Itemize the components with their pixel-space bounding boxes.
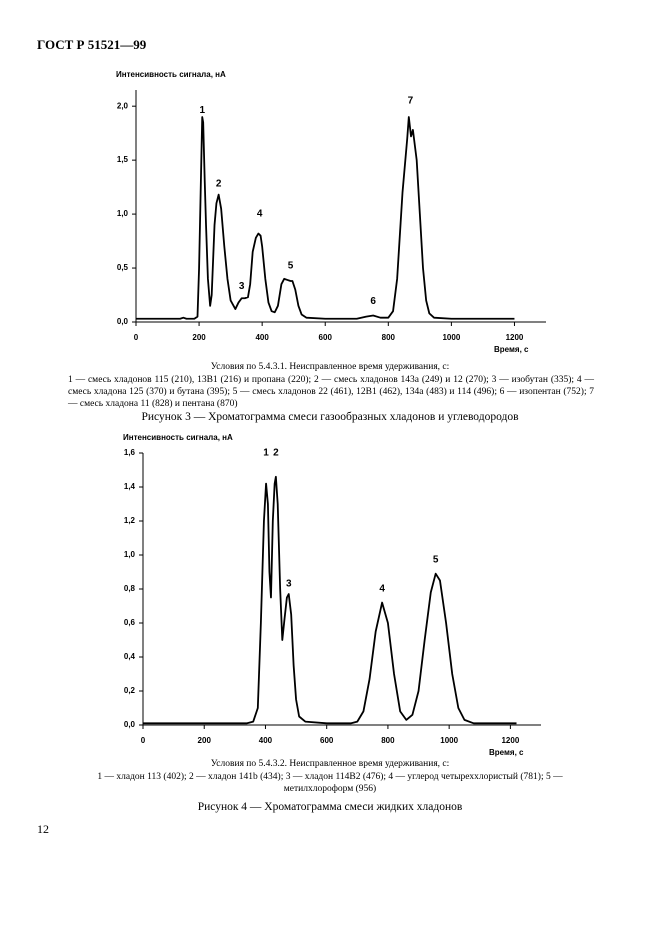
legend-text: 1 — хладон 113 (402); 2 — хладон 141b (4…: [97, 772, 563, 794]
y-tick-label: 1,0: [117, 209, 129, 218]
conditions: Условия по 5.4.3.2. Неисправленное время…: [210, 759, 450, 769]
x-tick-label: 1200: [501, 736, 519, 745]
header-title: ГОСТ Р 51521—99: [37, 37, 147, 52]
x-tick-label: 200: [198, 736, 212, 745]
y-tick-label: 0,5: [117, 263, 129, 272]
x-tick-label: 600: [319, 333, 333, 342]
x-tick-label: 400: [259, 736, 273, 745]
peak-label: 4: [257, 209, 263, 220]
y-tick-label: 0,0: [124, 720, 136, 729]
peak-label: 2: [216, 179, 222, 190]
y-tick-label: 0,4: [124, 652, 136, 661]
peak-label: 1: [199, 105, 205, 116]
x-tick-label: 200: [192, 333, 206, 342]
chromatogram-line: [143, 475, 517, 725]
y-tick-label: 0,2: [124, 686, 136, 695]
peak-label: 4: [379, 584, 385, 595]
x-tick-label: 800: [382, 333, 396, 342]
chromatogram-line: [136, 116, 515, 320]
y-tick-label: 1,6: [124, 448, 136, 457]
y-tick-label: 0,6: [124, 618, 136, 627]
peak-label: 7: [408, 95, 414, 106]
x-tick-label: 1000: [440, 736, 458, 745]
x-axis-label: Время, с: [494, 345, 529, 354]
y-tick-label: 0,0: [117, 317, 129, 326]
x-tick-label: 800: [381, 736, 395, 745]
y-tick-label: 1,4: [124, 482, 136, 491]
x-tick-label: 400: [255, 333, 269, 342]
peak-label: 5: [288, 261, 294, 272]
x-tick-label: 1000: [442, 333, 460, 342]
x-tick-label: 0: [141, 736, 146, 745]
x-tick-label: 0: [134, 333, 139, 342]
peak-label: 6: [370, 296, 376, 307]
page-number: 12: [37, 822, 49, 836]
peak-label: 3: [239, 281, 245, 292]
peak-label: 2: [273, 448, 279, 459]
figure-caption: Рисунок 4 — Хроматограмма смеси жидких х…: [197, 801, 463, 813]
figure-caption: Рисунок 3 — Хроматограмма смеси газообра…: [141, 411, 519, 423]
y-tick-label: 2,0: [117, 101, 129, 110]
y-axis-label: Интенсивность сигнала, нА: [116, 70, 226, 79]
x-tick-label: 600: [320, 736, 334, 745]
peak-label: 3: [286, 579, 292, 590]
peak-label: 5: [433, 555, 439, 566]
y-tick-label: 0,8: [124, 584, 136, 593]
y-tick-label: 1,5: [117, 155, 129, 164]
conditions: Условия по 5.4.3.1. Неисправленное время…: [210, 362, 450, 372]
y-tick-label: 1,0: [124, 550, 136, 559]
legend-text: 1 — смесь хладонов 115 (210), 13В1 (216)…: [68, 375, 594, 409]
x-tick-label: 1200: [506, 333, 524, 342]
x-axis-label: Время, с: [489, 748, 524, 757]
y-tick-label: 1,2: [124, 516, 136, 525]
peak-label: 1: [263, 448, 269, 459]
y-axis-label: Интенсивность сигнала, нА: [123, 433, 233, 442]
